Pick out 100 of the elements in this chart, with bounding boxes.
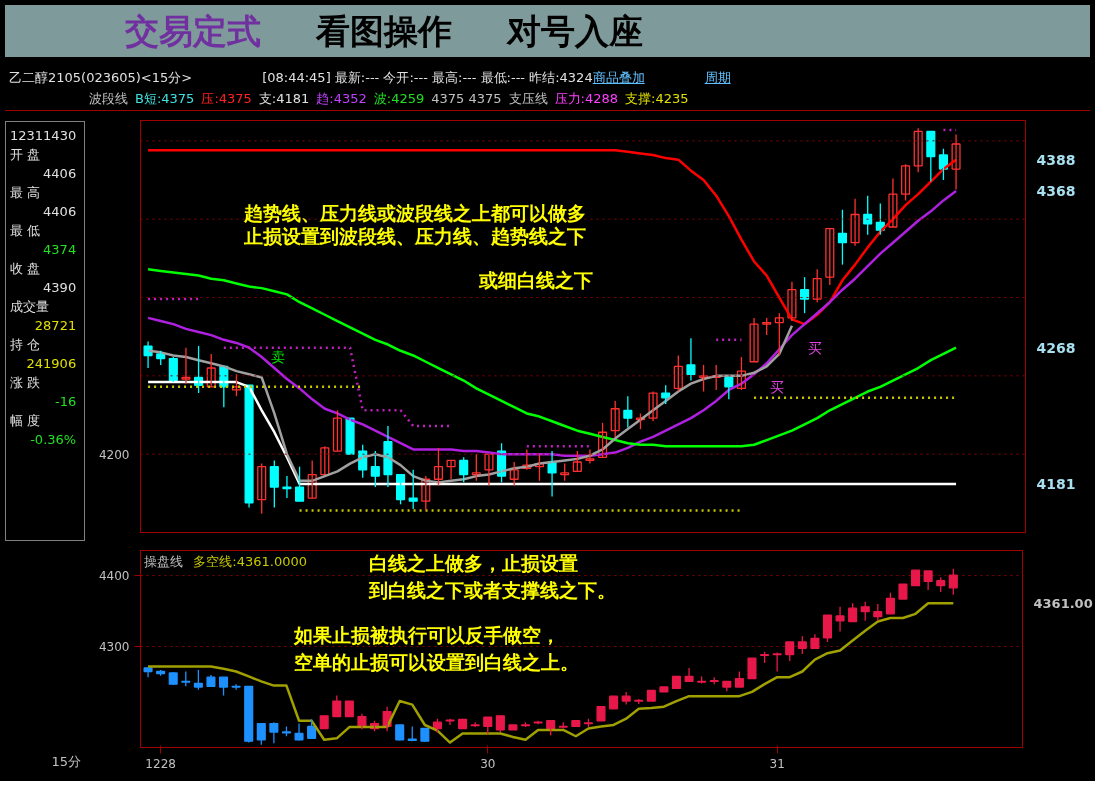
annotation: 或细白线之下 (477, 269, 593, 292)
candlestick (898, 583, 908, 600)
candlestick (659, 686, 669, 693)
text: 成交量 (10, 298, 50, 316)
text: 支撑:4235 (625, 91, 689, 106)
text: 周期 (704, 70, 731, 85)
candlestick (749, 317, 759, 363)
candlestick (610, 400, 620, 438)
candlestick (747, 657, 757, 680)
y-tick-label: 4388 (1036, 151, 1076, 168)
text: 商品叠加 (592, 70, 645, 85)
annotation: 白线之上做多，止损设置 (369, 551, 579, 574)
candlestick (408, 469, 418, 510)
text: 波段线 (89, 91, 128, 106)
candlestick (295, 466, 305, 502)
candlestick (774, 312, 784, 357)
annotation: 买 (769, 378, 784, 395)
candlestick (863, 195, 873, 236)
text: 压力:4288 (554, 91, 619, 106)
candlestick (484, 453, 494, 487)
candlestick (231, 373, 242, 397)
candlestick (850, 198, 860, 247)
candlestick (596, 706, 606, 722)
candlestick (257, 462, 267, 515)
x-tick-label: 1228 (145, 756, 176, 771)
candlestick (787, 281, 797, 322)
candlestick (206, 353, 216, 388)
annotation: 如果止损被执行可以反手做空， (293, 624, 560, 647)
candlestick (421, 475, 431, 512)
x-tick-label: 31 (769, 756, 785, 771)
text: [08:44:45] 最新:--- 今开:--- 最高:--- 最低:--- 昨结:4324 (262, 70, 593, 85)
text: 最 高 (10, 184, 42, 202)
candlestick (648, 390, 658, 422)
chart-title: 交易定式 看图操作 对号入座 (125, 11, 643, 51)
candlestick (736, 356, 747, 391)
text: -16 (53, 393, 77, 411)
y-tick-label: 4368 (1036, 182, 1076, 199)
candlestick (320, 445, 330, 476)
text: 波:4259 (373, 91, 425, 106)
annotation: 空单的止损可以设置到白线之上。 (294, 651, 579, 674)
x-tick-label: 30 (480, 756, 496, 771)
y-tick-label: 4400 (98, 569, 130, 584)
text: 压:4375 (201, 91, 252, 106)
text: 开 盘 (10, 146, 42, 164)
annotation: 趋势线、压力线或波段线之上都可以做多 (243, 201, 587, 224)
candlestick (913, 127, 923, 173)
annotation: 到白线之下或者支撑线之下。 (368, 578, 617, 601)
candlestick (951, 133, 961, 191)
candlestick (206, 674, 216, 687)
text: 4374 (42, 241, 77, 259)
text: 幅 度 (10, 412, 42, 430)
candlestick (471, 453, 481, 482)
candlestick (218, 676, 229, 697)
text: 趋:4352 (316, 91, 367, 106)
candlestick (433, 447, 444, 487)
y-tick-label: 4181 (1036, 475, 1076, 492)
candlestick (598, 422, 608, 458)
text: 最 低 (10, 222, 42, 240)
candlestick (181, 347, 191, 385)
text: 4361.00 (1033, 595, 1093, 611)
candlestick (901, 163, 911, 202)
annotation: 操盘线 (144, 554, 184, 570)
candlestick (282, 475, 292, 499)
candlestick (673, 354, 683, 393)
line-series (146, 268, 958, 448)
candlestick (585, 448, 595, 465)
text: 12311430 (10, 127, 77, 145)
annotation: 卖 (271, 349, 286, 366)
candlestick (888, 177, 898, 228)
text: 28721 (33, 317, 77, 335)
candlestick (508, 724, 518, 731)
candlestick (825, 227, 835, 286)
candlestick (446, 459, 456, 480)
candlestick (345, 417, 355, 455)
text: 收 盘 (10, 260, 42, 278)
candlestick (193, 669, 203, 691)
candlestick (522, 448, 532, 471)
candlestick (307, 459, 317, 499)
annotation: 止损设置到波段线、压力线、趋势线之下 (243, 225, 587, 248)
text: 15分 (51, 753, 81, 772)
candlestick (812, 268, 822, 303)
annotation: 买 (807, 339, 822, 356)
candlestick (699, 364, 709, 393)
text: 4375 4375 (431, 91, 502, 106)
text: 乙二醇2105(023605)<15分> (9, 70, 193, 85)
text: 241906 (25, 355, 77, 373)
y-tick-label: 4268 (1036, 339, 1076, 356)
text: -0.36% (29, 431, 77, 449)
text: 4406 (42, 165, 77, 183)
y-tick-label: 4300 (98, 639, 130, 654)
text: 涨 跌 (10, 374, 42, 392)
text: 4200 (98, 447, 130, 462)
candlestick (509, 461, 519, 487)
text: B短:4375 (135, 91, 195, 106)
text: 持 仓 (10, 336, 42, 354)
candlestick (572, 450, 582, 473)
text: 支:4181 (258, 91, 310, 106)
text: 4406 (42, 203, 77, 221)
annotation: 多空线:4361.0000 (193, 554, 308, 570)
candlestick (332, 409, 343, 452)
